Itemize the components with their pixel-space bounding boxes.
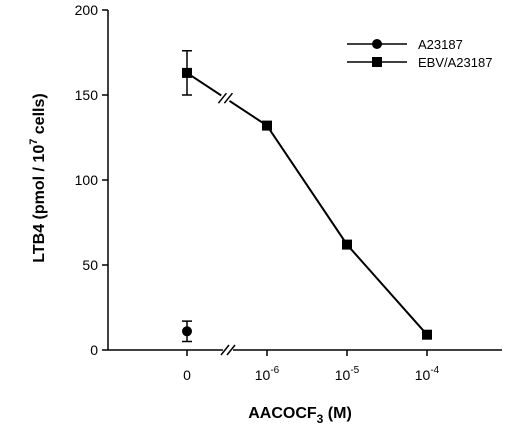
x-tick-label: 0 xyxy=(183,367,191,383)
x-axis-title: AACOCF3 (M) xyxy=(248,405,352,426)
y-tick-label: 200 xyxy=(75,2,99,18)
series-line xyxy=(186,72,428,336)
data-point xyxy=(182,67,192,78)
legend: A23187 EBV/A23187 xyxy=(347,37,492,70)
y-axis-title: LTB4 (pmol / 107 cells) xyxy=(28,93,48,262)
legend-label: A23187 xyxy=(418,37,463,52)
legend-entry: A23187 xyxy=(347,37,463,52)
series-ebv-a23187 xyxy=(182,50,432,340)
series-a23187 xyxy=(182,320,192,343)
data-point xyxy=(262,120,272,131)
line-break-mark xyxy=(223,92,233,104)
line-break-gap xyxy=(220,93,231,104)
y-tick-label: 0 xyxy=(90,342,98,358)
x-axis-ticks: 0 10-6 10-5 10-4 xyxy=(183,350,440,383)
legend-marker xyxy=(372,57,382,67)
series-layer xyxy=(182,50,432,343)
x-axis-break-mark xyxy=(226,344,236,356)
y-tick-label: 150 xyxy=(75,87,99,103)
x-axis-break-mark xyxy=(220,344,230,356)
y-tick-label: 100 xyxy=(75,172,99,188)
data-point xyxy=(422,329,432,340)
x-tick-label: 10-4 xyxy=(415,365,440,383)
legend-label: EBV/A23187 xyxy=(418,55,492,70)
legend-marker xyxy=(372,39,382,49)
x-axis-break-gap xyxy=(223,344,233,356)
data-point xyxy=(342,239,352,250)
y-axis-ticks: 0 50 100 150 200 xyxy=(75,2,108,358)
x-tick-label: 10-6 xyxy=(255,365,280,383)
legend-entry: EBV/A23187 xyxy=(347,55,492,70)
y-tick-label: 50 xyxy=(82,257,98,273)
data-point xyxy=(182,326,192,337)
x-tick-label: 10-5 xyxy=(335,365,360,383)
line-break-mark xyxy=(217,92,227,104)
